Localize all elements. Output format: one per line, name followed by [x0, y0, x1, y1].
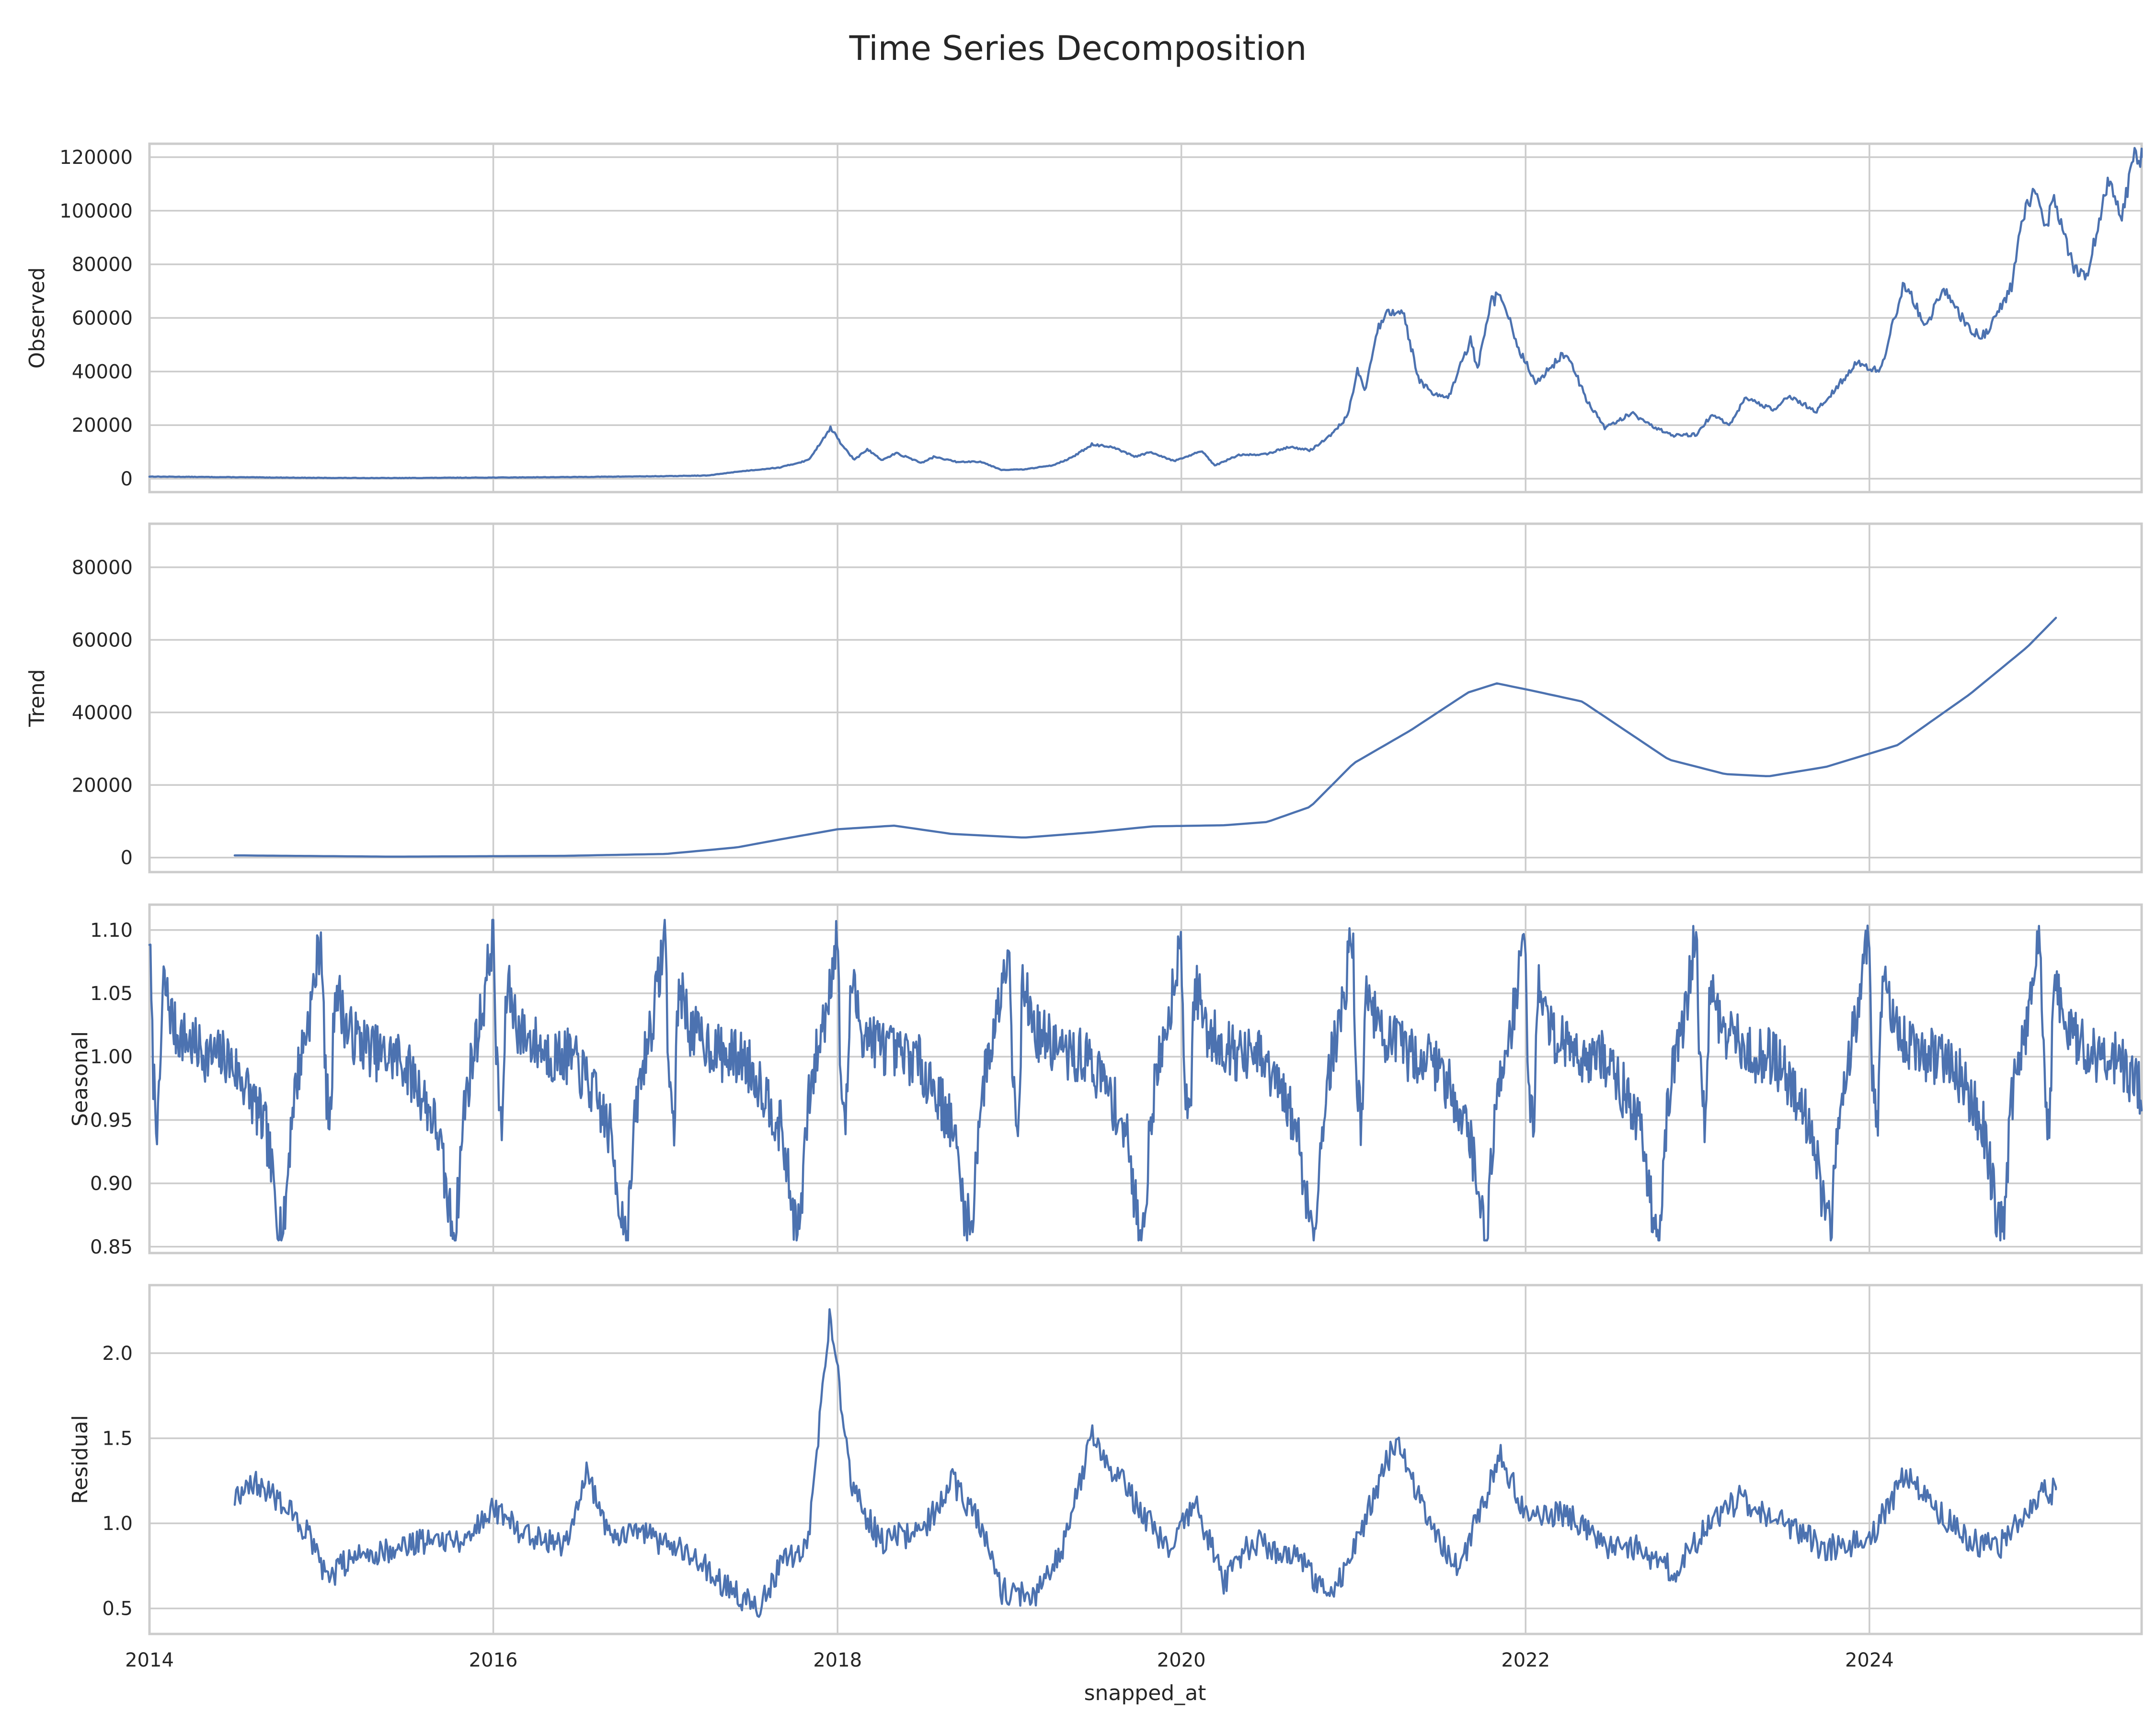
panel-observed: 0 20000 40000 60000 80000 100000 120000 Observe…	[25, 142, 2143, 494]
y-tick-label: 0.85	[90, 1236, 133, 1258]
y-tick-label: 0	[121, 468, 133, 490]
y-tick-label: 20000	[72, 774, 133, 796]
panel-frame-seasonal	[148, 903, 2143, 1254]
x-tick-label: 2024	[1845, 1649, 1894, 1671]
series-line-observed	[148, 147, 2143, 480]
y-tick-label: 80000	[72, 557, 133, 579]
y-tick-label: 0.90	[90, 1173, 133, 1195]
x-tick-label: 2020	[1157, 1649, 1206, 1671]
panel-frame-residual	[148, 1284, 2143, 1635]
chart-title: Time Series Decomposition	[849, 29, 1307, 68]
panels-layer: 0 20000 40000 60000 80000 100000 120000 Observe…	[25, 142, 2143, 1635]
y-tick-label: 40000	[72, 361, 133, 383]
panel-frame-trend	[148, 522, 2143, 874]
y-axis-label-seasonal: Seasonal	[68, 1031, 92, 1127]
y-tick-label: 1.0	[102, 1513, 133, 1535]
y-tick-label: 1.10	[90, 920, 133, 942]
x-tick-label: 2014	[125, 1649, 174, 1671]
panel-trend: 0 20000 40000 60000 80000 Trend	[25, 522, 2143, 874]
panel-seasonal: 0.85 0.90 0.95 1.00 1.05 1.10 Seasonal	[68, 903, 2143, 1258]
y-tick-label: 0	[121, 847, 133, 869]
x-tick-label: 2016	[469, 1649, 518, 1671]
y-tick-label: 120000	[59, 147, 133, 169]
y-tick-label: 0.5	[102, 1598, 133, 1620]
series-line-residual	[233, 1308, 2057, 1618]
y-tick-label: 60000	[72, 629, 133, 651]
y-tick-label: 1.5	[102, 1428, 133, 1450]
y-tick-label: 2.0	[102, 1343, 133, 1365]
y-tick-label: 20000	[72, 414, 133, 437]
y-tick-label: 1.05	[90, 983, 133, 1005]
y-axis-label-observed: Observed	[25, 267, 49, 369]
y-tick-label: 100000	[59, 200, 133, 222]
y-tick-label: 60000	[72, 308, 133, 330]
x-tick-label: 2022	[1501, 1649, 1550, 1671]
x-tick-label: 2018	[813, 1649, 862, 1671]
y-tick-label: 40000	[72, 702, 133, 724]
panel-residual: 0.5 1.0 1.5 2.0 Residual	[68, 1284, 2143, 1635]
y-axis-label-trend: Trend	[25, 669, 49, 727]
series-line-seasonal	[148, 919, 2143, 1242]
y-tick-label: 80000	[72, 254, 133, 276]
y-tick-label: 1.00	[90, 1046, 133, 1068]
y-axis-label-residual: Residual	[68, 1415, 92, 1504]
y-tick-label: 0.95	[90, 1109, 133, 1131]
x-axis-label: snapped_at	[1084, 1681, 1206, 1705]
series-line-trend	[233, 617, 2057, 858]
x-tick-labels: 2014 2016 2018 2020 2022 2024	[125, 1649, 1894, 1671]
